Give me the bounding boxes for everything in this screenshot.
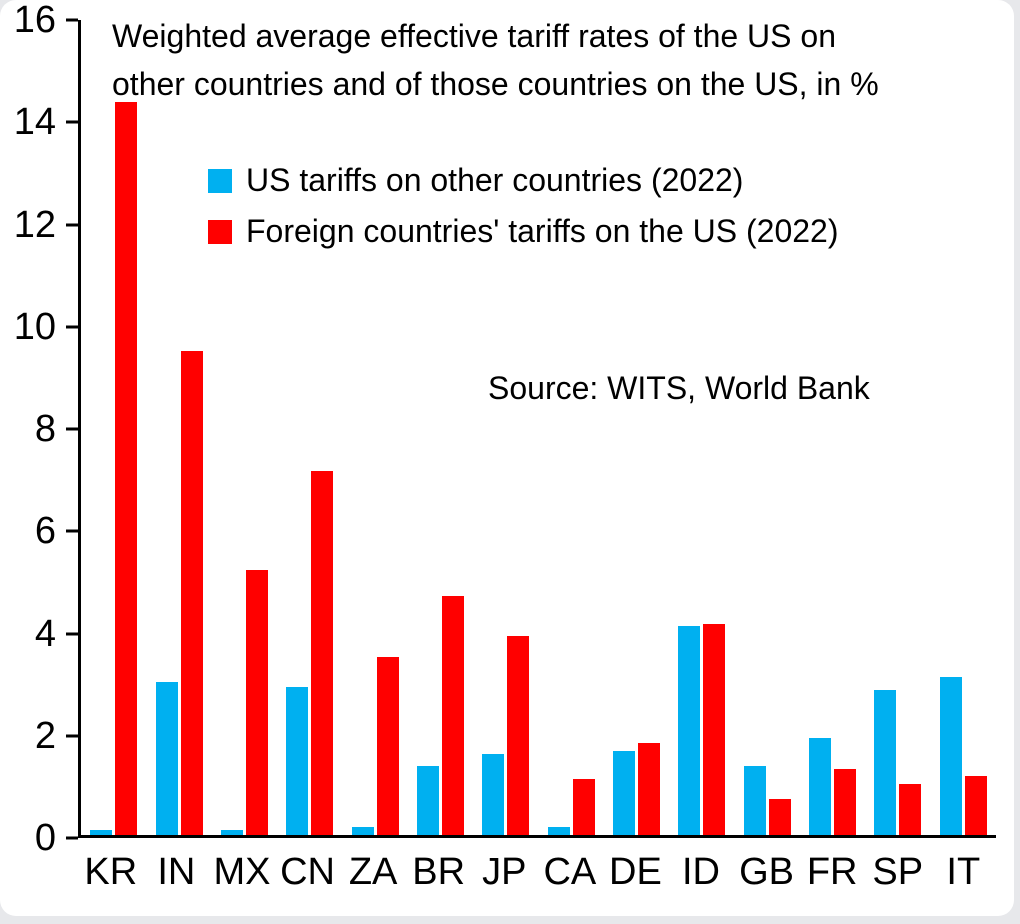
bar-us-it	[939, 677, 962, 835]
y-axis-tick-label-6: 6	[34, 510, 56, 553]
y-axis-tick-mark-0	[66, 836, 78, 840]
bar-us-br	[416, 766, 439, 835]
chart-title-line2: other countries and of those countries o…	[112, 66, 879, 102]
legend-item-foreign-tariffs: Foreign countries' tariffs on the US (20…	[208, 213, 838, 250]
y-axis-tick-label-16: 16	[13, 0, 56, 41]
bar-group-br	[408, 20, 473, 835]
x-axis-label-it: IT	[946, 851, 981, 893]
legend-label-us-tariffs: US tariffs on other countries (2022)	[246, 162, 744, 198]
x-axis-label-in: IN	[157, 851, 196, 893]
bar-us-cn	[286, 687, 309, 835]
bar-foreign-mx	[245, 570, 268, 835]
legend: US tariffs on other countries (2022) For…	[208, 162, 838, 250]
x-axis-label-mx: MX	[213, 851, 271, 893]
chart-title-line1: Weighted average effective tariff rates …	[112, 18, 836, 54]
bar-group-gb	[735, 20, 800, 835]
x-axis-label-cn: CN	[280, 851, 335, 893]
y-axis-tick-mark-14	[66, 120, 78, 124]
legend-swatch-us-tariffs	[208, 168, 232, 193]
y-axis-tick-label-2: 2	[34, 714, 56, 757]
legend-item-us-tariffs: US tariffs on other countries (2022)	[208, 162, 838, 199]
y-axis-tick-label-12: 12	[13, 203, 56, 246]
y-axis-tick-label-0: 0	[34, 817, 56, 859]
chart-title: Weighted average effective tariff rates …	[112, 12, 879, 108]
x-axis-label-za: ZA	[348, 851, 398, 893]
bar-group-ca	[539, 20, 604, 835]
bar-foreign-fr	[834, 768, 857, 835]
x-axis-label-jp: JP	[482, 851, 527, 893]
bar-group-in	[146, 20, 211, 835]
y-axis-tick-mark-4	[66, 632, 78, 635]
bar-group-de	[604, 20, 669, 835]
y-axis-tick-label-4: 4	[34, 612, 56, 655]
bar-foreign-id	[703, 623, 726, 835]
y-axis-tick-label-8: 8	[34, 408, 56, 450]
bar-us-kr	[90, 829, 113, 835]
y-axis-tick-mark-8	[66, 427, 78, 431]
y-axis-tick-mark-10	[66, 325, 78, 329]
legend-swatch-foreign-tariffs	[208, 219, 232, 244]
bar-group-fr	[800, 20, 865, 835]
bar-us-jp	[482, 753, 505, 835]
bar-foreign-it	[964, 776, 987, 835]
bar-us-in	[155, 682, 178, 835]
bar-foreign-kr	[115, 101, 138, 835]
y-axis-labels: 0 2 4 6 8 10 12 14 16	[0, 1, 62, 857]
bar-us-ca	[547, 827, 570, 835]
bar-foreign-gb	[768, 799, 791, 835]
bar-us-de	[613, 750, 636, 835]
plot-area	[78, 20, 996, 838]
x-axis-label-kr: KR	[84, 851, 138, 893]
x-axis-labels: KR IN MX CN ZA BR JP CA DE ID GB FR SP IT	[78, 850, 996, 896]
bar-group-mx	[212, 20, 277, 835]
y-axis-tick-label-14: 14	[13, 101, 56, 144]
y-axis-tick-mark-6	[66, 529, 78, 533]
bar-us-mx	[220, 829, 243, 835]
bar-group-jp	[473, 20, 538, 835]
bar-group-kr	[81, 20, 146, 835]
bar-group-id	[669, 20, 734, 835]
x-axis-label-sp: SP	[872, 851, 924, 893]
bar-us-id	[678, 626, 701, 835]
y-axis-tick-mark-2	[66, 734, 78, 738]
x-axis-label-de: DE	[609, 851, 662, 893]
bar-us-sp	[874, 689, 897, 835]
bar-foreign-za	[376, 656, 399, 835]
bar-group-it	[931, 20, 996, 835]
bar-foreign-cn	[311, 470, 334, 835]
bar-foreign-br	[441, 595, 464, 835]
x-axis-label-br: BR	[412, 851, 466, 893]
bar-group-sp	[865, 20, 930, 835]
source-note: Source: WITS, World Bank	[488, 370, 870, 406]
y-axis-tick-mark-12	[66, 223, 78, 226]
x-axis-label-ca: CA	[543, 851, 597, 893]
x-axis-label-fr: FR	[806, 851, 858, 893]
legend-label-foreign-tariffs: Foreign countries' tariffs on the US (20…	[246, 213, 839, 249]
x-axis-label-gb: GB	[739, 851, 795, 893]
bars	[81, 20, 996, 835]
bar-us-gb	[743, 766, 766, 835]
bar-foreign-de	[638, 743, 661, 835]
bar-foreign-sp	[899, 784, 922, 835]
y-axis-ticks	[66, 18, 78, 840]
bar-group-za	[342, 20, 407, 835]
bar-group-cn	[277, 20, 342, 835]
bar-foreign-ca	[572, 778, 595, 835]
y-axis-tick-mark-16	[66, 18, 78, 22]
bar-foreign-jp	[507, 636, 530, 835]
bar-us-fr	[809, 738, 832, 835]
x-axis-label-id: ID	[681, 851, 720, 893]
y-axis-tick-label-10: 10	[13, 305, 56, 348]
bar-foreign-in	[180, 351, 203, 835]
bar-us-za	[351, 827, 374, 835]
